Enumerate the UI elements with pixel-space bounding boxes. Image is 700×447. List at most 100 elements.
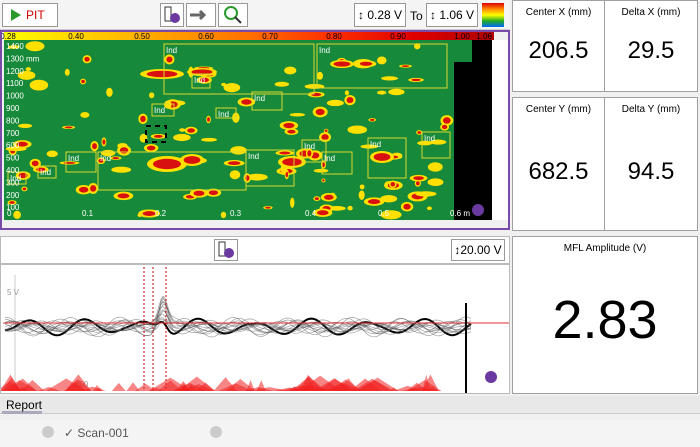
waveform-trace <box>4 316 472 338</box>
play-icon <box>11 9 21 21</box>
no-data-area <box>472 40 492 70</box>
y-axis-label: 200 <box>6 191 20 200</box>
y-axis-label: 800 <box>6 116 20 125</box>
indication-marker <box>95 387 104 391</box>
indication-label: Ind <box>194 76 205 85</box>
scale-label: 1.00 <box>454 32 470 41</box>
y-axis-label: 1200 <box>6 67 24 76</box>
signal-core <box>102 139 106 145</box>
signal-core <box>390 182 396 187</box>
signal-blob <box>137 213 143 218</box>
cursor-button[interactable] <box>160 3 184 27</box>
scale-label: 0.80 <box>326 32 342 41</box>
signal-core <box>282 158 302 166</box>
signal-blob <box>220 211 227 219</box>
signal-blob <box>377 56 387 65</box>
indication-label: Ind <box>68 154 79 163</box>
scale-label: 0.40 <box>68 32 84 41</box>
min-threshold[interactable]: ↕ 0.28 V <box>354 3 406 27</box>
strip-cursor-button[interactable] <box>214 239 238 261</box>
mode-label: PIT <box>26 8 45 22</box>
signal-core <box>153 134 163 138</box>
signal-core <box>311 92 322 97</box>
indication-marker <box>157 380 183 391</box>
y-axis-label: 100 <box>6 203 20 212</box>
signal-core <box>166 56 173 63</box>
signal-core <box>333 61 351 67</box>
signal-core <box>285 171 289 178</box>
panel-value: 2.83 <box>552 290 658 350</box>
panel-value: 94.5 <box>627 158 675 185</box>
x-axis-label: 0.1 <box>82 209 94 218</box>
signal-core <box>265 206 271 209</box>
signal-blob <box>289 113 306 117</box>
indication-label: Ind <box>100 154 111 163</box>
signal-blob <box>430 139 447 145</box>
signal-blob <box>326 99 344 107</box>
signal-blob <box>380 195 398 203</box>
signal-core <box>411 78 421 82</box>
signal-blob <box>380 210 402 220</box>
indication-box <box>421 131 451 159</box>
signal-core <box>64 126 73 129</box>
export-button[interactable] <box>186 3 216 27</box>
zoom-icon <box>224 6 242 24</box>
indication-marker <box>126 382 140 391</box>
signal-blob <box>29 79 49 91</box>
signal-blob <box>25 41 45 52</box>
indication-marker <box>218 383 253 391</box>
y-axis-label: 1100 <box>6 79 24 88</box>
signal-blob <box>417 140 433 146</box>
signal-core <box>359 61 373 66</box>
delta-y-panel: Delta Y (mm) 94.5 <box>604 97 698 231</box>
signal-core <box>287 129 296 134</box>
signal-blob <box>80 111 90 118</box>
signal-blob <box>414 43 421 50</box>
element <box>164 6 172 22</box>
delta-x-panel: Delta X (mm) 29.5 <box>604 0 698 92</box>
report-tab[interactable]: Report <box>2 396 42 414</box>
signal-core <box>307 150 312 157</box>
signal-core <box>153 158 181 170</box>
signal-blob <box>18 123 33 128</box>
signal-core <box>321 162 325 168</box>
scale-label: 1.06 <box>476 32 492 41</box>
signal-blob <box>426 206 432 211</box>
signal-core <box>140 115 146 122</box>
prev-button[interactable] <box>42 426 54 438</box>
signal-core <box>315 108 325 116</box>
signal-blob <box>229 170 241 180</box>
signal-core <box>442 117 451 124</box>
cursor-icon <box>164 6 180 23</box>
signal-blob <box>344 90 349 96</box>
indication-label: Ind <box>424 134 435 143</box>
indication-box <box>151 103 175 117</box>
y-axis-label: 900 <box>6 104 20 113</box>
mode-button[interactable]: PIT <box>2 3 58 27</box>
signal-core <box>401 65 410 68</box>
x-axis-label: 0.3 <box>230 209 242 218</box>
signal-core <box>191 69 213 75</box>
strip-chart: 5 V300 <box>0 264 510 394</box>
max-threshold[interactable]: ↕ 1.06 V <box>426 3 478 27</box>
indication-label: Ind <box>324 154 335 163</box>
signal-core <box>324 129 328 132</box>
indication-box <box>321 151 353 175</box>
zoom-button[interactable] <box>218 3 248 27</box>
signal-core <box>119 147 129 154</box>
signal-core <box>142 211 156 216</box>
signal-core <box>316 210 329 216</box>
signal-core <box>187 128 195 133</box>
indication-label: Ind <box>370 140 381 149</box>
scan-bar: ✓ Scan-001 <box>0 420 700 447</box>
signal-blob <box>347 205 353 211</box>
strip-range[interactable]: ↕ 20.00 V <box>451 239 505 261</box>
palette-button[interactable] <box>482 3 504 27</box>
signal-core <box>321 134 329 141</box>
tab-bar: Report <box>0 396 700 414</box>
indication-marker <box>64 381 87 391</box>
selection-box <box>145 125 167 143</box>
signal-blob <box>313 168 329 173</box>
indication-box <box>245 149 295 187</box>
next-button[interactable] <box>210 426 222 438</box>
